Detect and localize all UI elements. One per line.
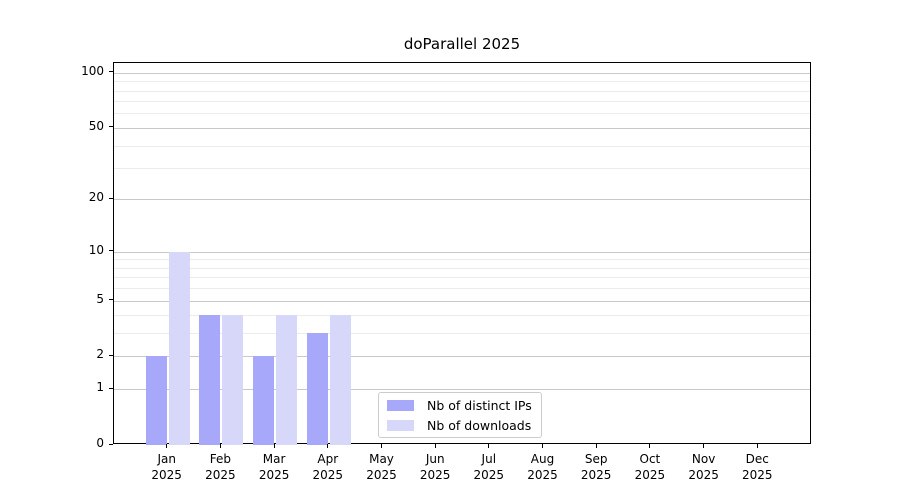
gridline-major-50 bbox=[114, 127, 810, 129]
gridline-minor-90 bbox=[114, 81, 810, 83]
y-tick-2 bbox=[108, 354, 113, 356]
bar-downloads-feb bbox=[222, 315, 244, 445]
gridline-minor-30 bbox=[114, 168, 810, 169]
x-tick-mar bbox=[273, 444, 275, 448]
x-tick-feb bbox=[219, 444, 221, 448]
x-tick-year-jul: 2025 bbox=[473, 467, 505, 482]
x-tick-jan bbox=[166, 444, 168, 448]
x-tick-label-apr: Apr 2025 bbox=[300, 452, 356, 483]
y-tick-5 bbox=[108, 299, 113, 300]
legend-swatch-distinct-ips bbox=[387, 399, 414, 411]
gridline-minor-3 bbox=[114, 333, 810, 335]
gridline-major-10 bbox=[114, 251, 810, 253]
x-tick-label-mar: Mar 2025 bbox=[246, 452, 302, 483]
x-tick-nov bbox=[703, 444, 705, 448]
plot-area bbox=[113, 62, 811, 445]
legend: Nb of distinct IPs Nb of downloads bbox=[378, 392, 542, 438]
bar-distinct-ips-jan bbox=[145, 356, 167, 445]
x-tick-year-dec: 2025 bbox=[742, 467, 773, 482]
x-tick-sep bbox=[595, 444, 597, 448]
gridline-minor-9 bbox=[114, 259, 810, 261]
bar-distinct-ips-mar bbox=[253, 356, 275, 445]
x-tick-year-apr: 2025 bbox=[312, 467, 344, 482]
bar-downloads-mar bbox=[276, 315, 298, 445]
y-tick-label-50: 50 bbox=[88, 118, 104, 133]
x-tick-year-sep: 2025 bbox=[580, 467, 612, 482]
bar-downloads-jan bbox=[168, 251, 190, 445]
chart-title: doParallel 2025 bbox=[403, 35, 521, 53]
y-tick-20 bbox=[108, 197, 113, 199]
x-tick-label-sep: Sep 2025 bbox=[568, 452, 624, 483]
y-tick-0 bbox=[108, 443, 113, 445]
y-tick-label-0: 0 bbox=[96, 436, 104, 450]
x-tick-year-oct: 2025 bbox=[634, 467, 666, 482]
x-tick-year-mar: 2025 bbox=[258, 467, 290, 482]
x-tick-label-feb: Feb 2025 bbox=[192, 452, 248, 483]
y-tick-label-10: 10 bbox=[88, 242, 104, 257]
gridline-major-1 bbox=[114, 389, 810, 391]
x-tick-jul bbox=[488, 444, 490, 448]
gridline-minor-80 bbox=[114, 90, 810, 92]
gridline-minor-6 bbox=[114, 288, 810, 290]
y-tick-1 bbox=[108, 387, 113, 389]
legend-item-downloads: Nb of downloads bbox=[387, 418, 541, 433]
x-tick-year-nov: 2025 bbox=[688, 467, 719, 482]
legend-label-distinct-ips: Nb of distinct IPs bbox=[427, 397, 532, 413]
bar-downloads-apr bbox=[329, 315, 351, 445]
gridline-minor-40 bbox=[114, 145, 810, 147]
x-tick-apr bbox=[327, 444, 329, 448]
legend-swatch-downloads bbox=[387, 419, 414, 431]
x-tick-dec bbox=[756, 444, 758, 448]
y-tick-label-2: 2 bbox=[96, 347, 104, 362]
y-tick-label-5: 5 bbox=[96, 291, 104, 306]
x-tick-may bbox=[381, 444, 382, 448]
gridline-minor-70 bbox=[114, 101, 810, 103]
y-tick-10 bbox=[108, 250, 113, 252]
gridline-minor-7 bbox=[114, 277, 810, 279]
y-tick-50 bbox=[108, 126, 113, 128]
x-tick-year-jun: 2025 bbox=[419, 467, 451, 482]
bar-distinct-ips-apr bbox=[306, 333, 328, 445]
gridline-major-100 bbox=[114, 72, 810, 74]
gridline-major-2 bbox=[114, 356, 810, 358]
x-tick-label-may: May 2025 bbox=[354, 452, 410, 483]
gridline-major-5 bbox=[114, 300, 810, 302]
legend-label-downloads: Nb of downloads bbox=[427, 417, 532, 433]
x-tick-label-jun: Jun 2025 bbox=[407, 452, 463, 483]
x-tick-jun bbox=[434, 444, 436, 448]
bar-distinct-ips-feb bbox=[199, 315, 221, 445]
x-tick-oct bbox=[649, 444, 651, 448]
x-tick-label-dec: Dec 2025 bbox=[729, 452, 785, 483]
gridline-minor-60 bbox=[114, 113, 810, 115]
legend-item-distinct-ips: Nb of distinct IPs bbox=[387, 398, 541, 413]
gridline-minor-4 bbox=[114, 315, 810, 317]
gridline-major-20 bbox=[114, 199, 810, 201]
x-tick-year-may: 2025 bbox=[366, 467, 397, 482]
y-tick-label-100: 100 bbox=[81, 63, 104, 78]
x-tick-year-jan: 2025 bbox=[151, 467, 182, 482]
y-tick-label-20: 20 bbox=[88, 190, 104, 205]
y-tick-100 bbox=[108, 71, 113, 73]
x-tick-year-feb: 2025 bbox=[205, 467, 236, 482]
gridline-minor-8 bbox=[114, 267, 810, 269]
x-tick-label-nov: Nov 2025 bbox=[676, 452, 732, 483]
x-tick-aug bbox=[542, 444, 543, 448]
x-tick-label-jan: Jan 2025 bbox=[139, 452, 195, 483]
x-tick-label-oct: Oct 2025 bbox=[622, 452, 678, 483]
x-tick-label-jul: Jul 2025 bbox=[461, 452, 517, 483]
x-tick-label-aug: Aug 2025 bbox=[515, 452, 571, 483]
y-tick-label-1: 1 bbox=[96, 380, 104, 395]
x-tick-year-aug: 2025 bbox=[527, 467, 558, 482]
